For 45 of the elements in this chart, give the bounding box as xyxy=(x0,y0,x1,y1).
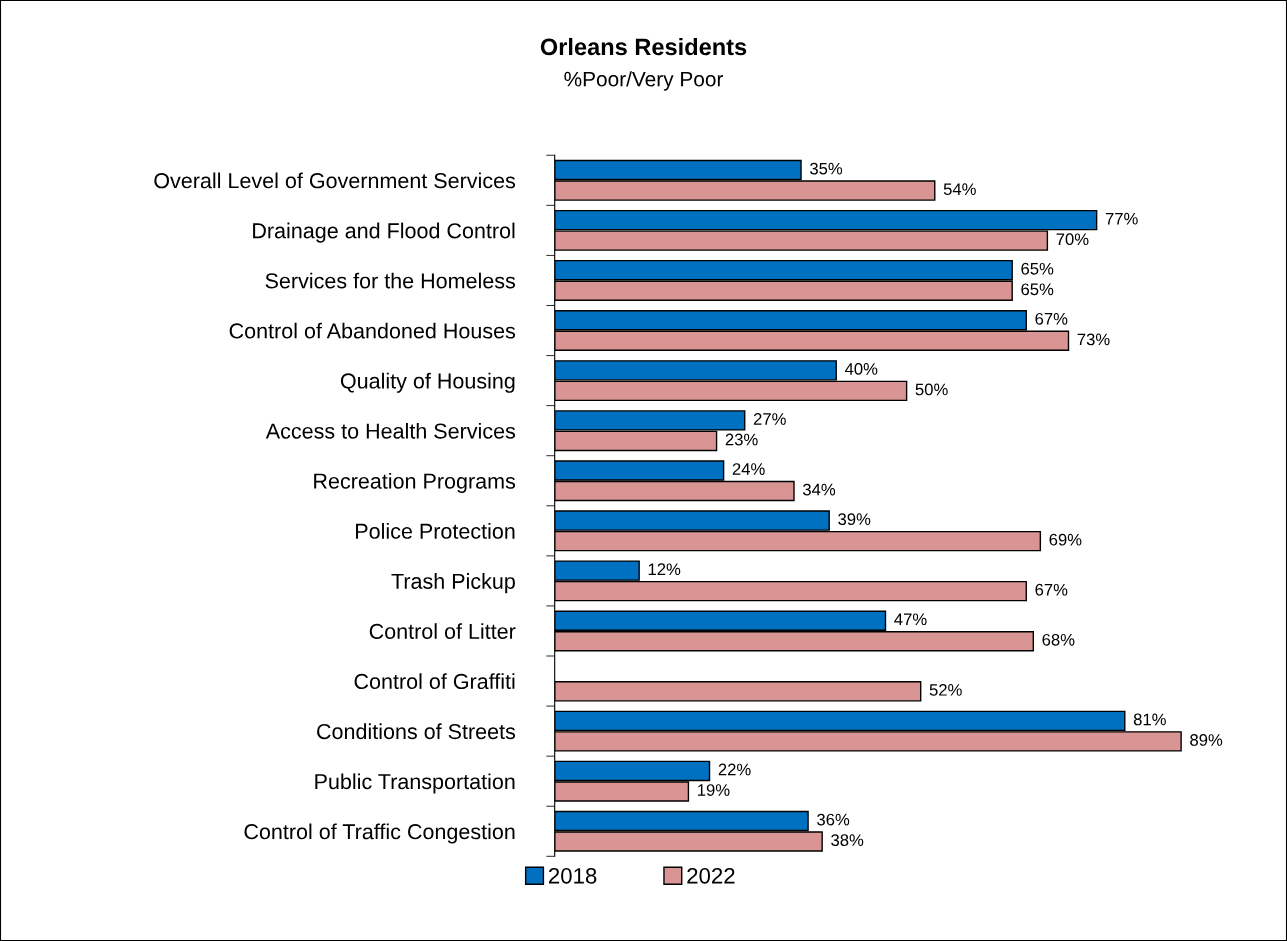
y-tick-label: Control of Traffic Congestion xyxy=(244,823,515,844)
data-label: 77% xyxy=(1105,212,1138,225)
data-label: 89% xyxy=(1190,734,1223,746)
chart-title: Orleans Residents xyxy=(540,37,747,56)
y-tick-label: Overall Level of Government Services xyxy=(154,172,516,189)
data-label: 52% xyxy=(929,683,962,696)
legend-label: 2018 xyxy=(548,867,597,884)
data-label: 81% xyxy=(1133,713,1166,726)
data-label: 38% xyxy=(831,834,864,847)
data-label: 39% xyxy=(838,513,871,526)
data-label: 12% xyxy=(648,563,681,576)
data-label: 34% xyxy=(802,483,836,496)
y-tick-label: Control of Litter xyxy=(369,623,516,639)
y-tick-label: Control of Abandoned Houses xyxy=(229,322,516,339)
y-tick-label: Police Protection xyxy=(356,523,515,539)
data-label: 73% xyxy=(1077,333,1110,346)
y-tick-label: Trash Pickup xyxy=(391,573,515,594)
data-label: 23% xyxy=(725,433,758,446)
y-tick-label: Recreation Programs xyxy=(314,472,516,494)
data-label: 54% xyxy=(943,183,976,196)
data-label: 19% xyxy=(698,784,730,796)
y-tick-label: Public Transportation xyxy=(315,773,515,794)
chart-subtitle: %Poor/Very Poor xyxy=(564,71,724,91)
data-label: 24% xyxy=(732,463,765,475)
data-label: 50% xyxy=(915,383,948,396)
data-label: 67% xyxy=(1035,583,1068,596)
y-tick-label: Access to Health Services xyxy=(265,422,516,439)
data-label: 68% xyxy=(1042,633,1075,646)
data-label: 22% xyxy=(718,763,751,776)
y-tick-label: Drainage and Flood Control xyxy=(253,222,515,243)
data-label: 36% xyxy=(817,813,850,826)
data-label: 69% xyxy=(1049,533,1082,546)
data-label: 27% xyxy=(753,413,786,425)
data-label: 40% xyxy=(844,363,878,375)
data-label: 67% xyxy=(1035,312,1068,325)
data-label: 65% xyxy=(1021,262,1054,275)
legend-label: 2022 xyxy=(687,867,735,884)
data-label: 35% xyxy=(810,162,843,175)
data-label: 70% xyxy=(1056,233,1089,246)
data-label: 47% xyxy=(894,613,927,626)
y-tick-label: Services for the Homeless xyxy=(265,272,516,289)
data-label: 65% xyxy=(1021,283,1054,296)
y-tick-label: Control of Graffiti xyxy=(354,673,515,690)
y-tick-label: Quality of Housing xyxy=(340,372,515,393)
y-tick-label: Conditions of Streets xyxy=(317,723,516,740)
